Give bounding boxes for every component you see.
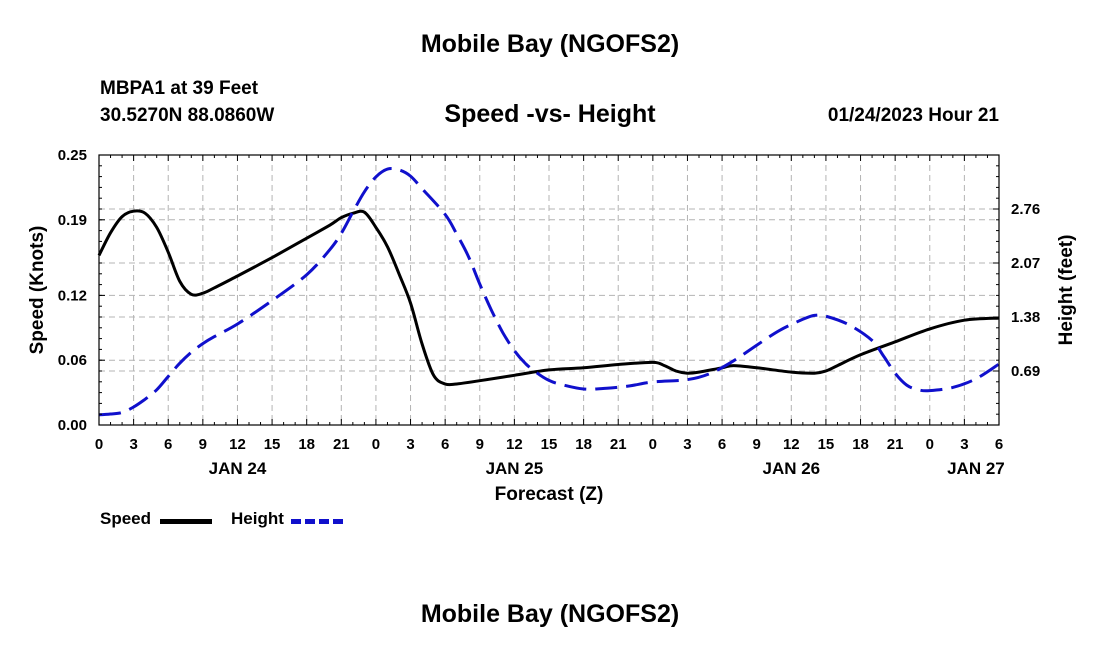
station-label: MBPA1 at 39 Feet xyxy=(100,78,259,99)
x-date-label: JAN 27 xyxy=(947,459,1005,478)
x-tick-label: 18 xyxy=(298,436,315,453)
x-tick-label: 0 xyxy=(926,436,934,453)
y-right-tick-label: 1.38 xyxy=(1011,309,1040,326)
y-right-tick-label: 2.76 xyxy=(1011,201,1040,218)
page-title: Mobile Bay (NGOFS2) xyxy=(420,30,680,58)
y-left-tick-label: 0.19 xyxy=(58,212,87,229)
x-tick-label: 3 xyxy=(683,436,691,453)
y-left-tick-label: 0.12 xyxy=(58,287,87,304)
x-tick-label: 3 xyxy=(406,436,414,453)
legend-height-label: Height xyxy=(231,509,284,528)
x-tick-label: 6 xyxy=(995,436,1003,453)
x-tick-label: 6 xyxy=(718,436,726,453)
x-tick-label: 9 xyxy=(199,436,207,453)
x-tick-label: 15 xyxy=(818,436,835,453)
x-tick-label: 12 xyxy=(506,436,523,453)
x-tick-label: 3 xyxy=(129,436,137,453)
x-tick-label: 0 xyxy=(649,436,657,453)
x-tick-label: 6 xyxy=(164,436,172,453)
x-date-label: JAN 24 xyxy=(209,459,267,478)
x-tick-label: 12 xyxy=(229,436,246,453)
x-tick-label: 6 xyxy=(441,436,449,453)
chart-title: Speed -vs- Height xyxy=(444,100,656,128)
legend-speed-label: Speed xyxy=(100,509,152,528)
x-tick-label: 9 xyxy=(753,436,761,453)
x-tick-label: 21 xyxy=(610,436,627,453)
series-line-speed xyxy=(97,209,1000,387)
y-left-tick-label: 0.25 xyxy=(58,147,87,164)
x-tick-label: 18 xyxy=(852,436,869,453)
y-left-tick-label: 0.06 xyxy=(58,352,87,369)
station-coordinates: 30.5270N 88.0860W xyxy=(100,105,275,126)
x-tick-label: 0 xyxy=(372,436,380,453)
y-axis-label-right: Height (feet) xyxy=(1056,235,1077,346)
y-axis-label-left: Speed (Knots) xyxy=(27,226,48,355)
y-left-tick-label: 0.00 xyxy=(58,417,87,434)
x-tick-label: 12 xyxy=(783,436,800,453)
page-title-bottom: Mobile Bay (NGOFS2) xyxy=(420,600,680,628)
x-tick-label: 15 xyxy=(541,436,558,453)
x-tick-label: 0 xyxy=(95,436,103,453)
y-right-tick-label: 0.69 xyxy=(1011,363,1040,380)
x-tick-label: 18 xyxy=(575,436,592,453)
x-tick-label: 15 xyxy=(264,436,281,453)
x-tick-label: 9 xyxy=(476,436,484,453)
x-tick-label: 21 xyxy=(333,436,350,453)
x-date-label: JAN 26 xyxy=(762,459,820,478)
x-tick-label: 3 xyxy=(960,436,968,453)
y-right-tick-label: 2.07 xyxy=(1011,255,1040,272)
legend-height-swatch xyxy=(291,519,343,524)
x-tick-label: 21 xyxy=(887,436,904,453)
x-axis-label: Forecast (Z) xyxy=(495,484,604,505)
series-line-height xyxy=(98,167,1000,417)
legend-speed-swatch xyxy=(160,519,212,524)
x-date-label: JAN 25 xyxy=(486,459,544,478)
forecast-datetime: 01/24/2023 Hour 21 xyxy=(827,105,999,126)
